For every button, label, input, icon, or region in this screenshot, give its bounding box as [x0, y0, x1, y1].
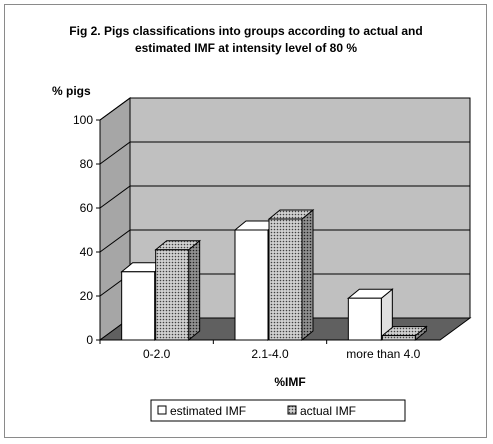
bar-actual-0 — [155, 249, 190, 341]
chart-title-line-1: Fig 2. Pigs classifications into groups … — [69, 24, 422, 38]
gridline-side-40 — [99, 229, 131, 253]
chart-frame — [4, 4, 487, 438]
bar-side-actual-1 — [301, 208, 314, 342]
y-axis-label: % pigs — [52, 84, 91, 98]
x-axis-label: %IMF — [274, 375, 305, 389]
legend: estimated IMF actual IMF — [150, 399, 406, 422]
bar-actual-2 — [381, 335, 416, 341]
y-tick-label-80: 80 — [80, 157, 94, 171]
gridline-side-80 — [99, 141, 131, 165]
legend-label-actual: actual IMF — [300, 404, 356, 418]
legend-label-estimated: estimated IMF — [170, 404, 246, 418]
legend-swatch-actual — [287, 405, 297, 415]
y-tick-label-0: 0 — [86, 333, 93, 347]
gridline-side-100 — [99, 97, 131, 121]
y-tick-label-60: 60 — [80, 201, 94, 215]
bar-estimated-2 — [347, 297, 382, 341]
x-tick-label-2: more than 4.0 — [346, 347, 420, 361]
chart-title-line-2: estimated IMF at intensity level of 80 % — [135, 41, 357, 55]
x-tick-label-0: 0-2.0 — [143, 347, 171, 361]
plot-area: 0 20 40 60 80 100 0-2.0 2.1-4.0 more than 4.0 — [73, 97, 472, 361]
x-tick-label-1: 2.1-4.0 — [251, 347, 289, 361]
bar-estimated-0 — [121, 271, 156, 341]
bar-actual-1 — [268, 218, 303, 341]
bar-estimated-1 — [234, 229, 269, 341]
y-tick-label-100: 100 — [73, 113, 93, 127]
y-tick-label-20: 20 — [80, 289, 94, 303]
legend-box — [150, 399, 406, 422]
y-tick-label-40: 40 — [80, 245, 94, 259]
gridline-side-60 — [99, 185, 131, 209]
bar-side-actual-0 — [188, 239, 201, 342]
legend-swatch-estimated — [157, 405, 167, 415]
